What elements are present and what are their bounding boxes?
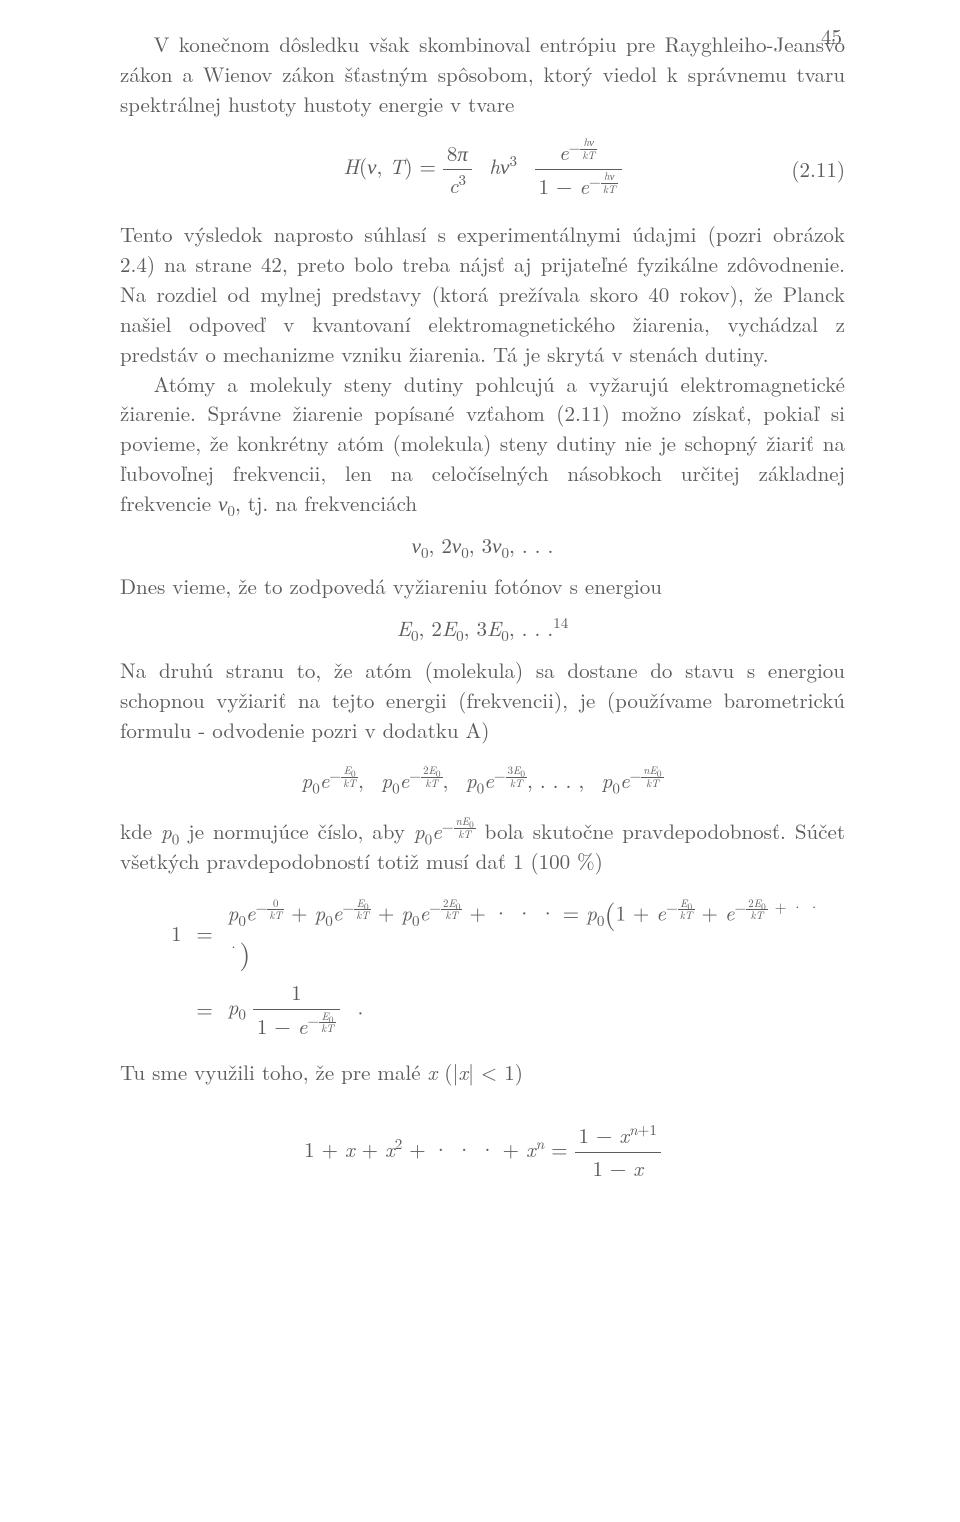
paragraph-6-b: je normujúce číslo, aby bbox=[179, 817, 414, 847]
paragraph-7-c: ) bbox=[515, 1057, 523, 1087]
equation-2-11: H(ν, T) = 8π c3 hν3 e−hνkT 1 − e−hνkT (2… bbox=[120, 137, 845, 202]
equation-number-2-11: (2.11) bbox=[791, 155, 845, 185]
paragraph-7-b: ( bbox=[437, 1057, 452, 1087]
equation-sum: 1 = p0e−0kT + p0e−E0kT + p0e−2E0kT + · ·… bbox=[154, 893, 845, 1041]
paragraph-5: Na druhú stranu to, že atóm (molekula) s… bbox=[120, 656, 845, 745]
paragraph-3: Atómy a molekuly steny dutiny pohlcujú a… bbox=[120, 370, 845, 519]
paragraph-7-a: Tu sme využili toho, že pre malé bbox=[120, 1057, 428, 1087]
paragraph-4: Dnes vieme, že to zodpovedá vyžiareniu f… bbox=[120, 572, 845, 602]
paragraph-1: V konečnom dôsledku však skombinoval ent… bbox=[120, 30, 845, 119]
geometric-series: 1 + x + x2 + · · · + xn = 1 − xn+1 1 − x bbox=[120, 1121, 845, 1184]
paragraph-6-a: kde bbox=[120, 817, 161, 847]
probability-list: p0e−E0kT, p0e−2E0kT, p0e−3E0kT, . . . , … bbox=[120, 765, 845, 796]
paragraph-2: Tento výsledok naprosto súhlasí s experi… bbox=[120, 220, 845, 369]
paragraph-3-a: Atómy a molekuly steny dutiny pohlcujú a… bbox=[120, 369, 845, 518]
page-number: 45 bbox=[821, 22, 842, 52]
paragraph-6: kde p0 je normujúce číslo, aby p0e−nE0kT… bbox=[120, 816, 845, 877]
frequency-list: ν0, 2ν0, 3ν0, . . . bbox=[120, 531, 845, 561]
paragraph-3-b: , tj. na frekvenciách bbox=[235, 488, 417, 518]
paragraph-7: Tu sme využili toho, že pre malé x (|x| … bbox=[120, 1058, 845, 1088]
energy-list: E0, 2E0, 3E0, . . .14 bbox=[120, 614, 845, 644]
footnote-ref-14: 14 bbox=[553, 612, 568, 633]
